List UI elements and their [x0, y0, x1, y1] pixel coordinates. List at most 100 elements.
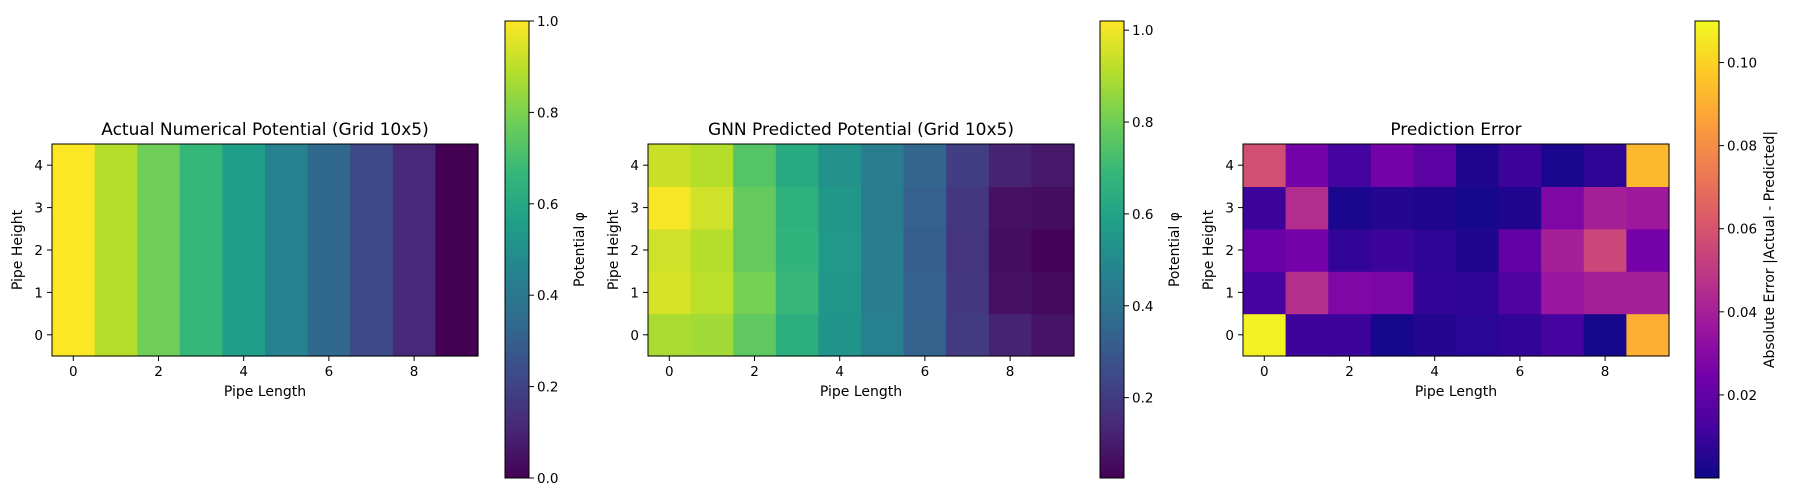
heatmap-cell	[392, 228, 436, 272]
heatmap-cell	[1031, 144, 1075, 187]
heatmap-cell	[265, 144, 309, 187]
prediction-error-panel: Prediction Error 0 2 4 6 8 Pipe Length 0 1 2 3 4 Pip…	[1201, 20, 1778, 479]
heatmap-cell	[775, 228, 819, 272]
heatmap-cell	[1285, 186, 1329, 230]
heatmap-cell	[1285, 144, 1329, 187]
heatmap-cell	[690, 228, 734, 272]
heatmap-cell	[1370, 186, 1414, 230]
heatmap-cell	[1583, 271, 1627, 315]
heatmap-cell	[52, 144, 96, 187]
heatmap-cell	[350, 271, 394, 315]
x-tick-label: 4	[239, 364, 248, 380]
heatmap-cell	[222, 271, 266, 315]
colorbar-tick-label: 0.8	[1132, 115, 1153, 131]
colorbar	[504, 20, 530, 479]
heatmap-cell	[861, 313, 905, 357]
heatmap-cell	[435, 271, 479, 315]
x-axis-label: Pipe Length	[1415, 384, 1497, 400]
heatmap-cell	[946, 228, 990, 272]
x-tick-label: 8	[1006, 364, 1015, 380]
heatmap-cell	[648, 271, 692, 315]
heatmap-cell	[946, 144, 990, 187]
heatmap-cell	[137, 186, 181, 230]
heatmap-cell	[1413, 271, 1457, 315]
x-tick-label: 6	[921, 364, 930, 380]
heatmap-cell	[307, 228, 351, 272]
heatmap-cell	[1456, 313, 1500, 357]
heatmap-cell	[648, 144, 692, 187]
heatmap-cell	[350, 144, 394, 187]
heatmap-cell	[775, 144, 819, 187]
heatmap-cell	[94, 186, 138, 230]
y-tick-label: 0	[630, 328, 639, 344]
heatmap-cell	[1498, 271, 1542, 315]
heatmap-cell	[1583, 144, 1627, 187]
heatmap-cell	[1031, 186, 1075, 230]
heatmap-cell	[137, 144, 181, 187]
y-tick-label: 0	[1225, 328, 1234, 344]
heatmap-cell	[137, 271, 181, 315]
heatmap-cell	[1031, 271, 1075, 315]
heatmap-cell	[1413, 144, 1457, 187]
heatmap-cell	[1541, 186, 1585, 230]
x-tick-label: 4	[1430, 364, 1439, 380]
heatmap-cell	[392, 313, 436, 357]
y-tick-label: 0	[34, 328, 43, 344]
colorbar-tick-label: 1.0	[1132, 23, 1153, 39]
heatmap-cell	[1626, 228, 1670, 272]
heatmap-cell	[179, 313, 223, 357]
heatmap-cell	[1413, 186, 1457, 230]
heatmap-cell	[690, 186, 734, 230]
heatmap-cell	[1285, 271, 1329, 315]
heatmap-cell	[1583, 313, 1627, 357]
heatmap-cell	[988, 228, 1032, 272]
heatmap-cell	[1626, 271, 1670, 315]
heatmap-cell	[1456, 271, 1500, 315]
heatmap-cell	[690, 271, 734, 315]
heatmap-cell	[1498, 186, 1542, 230]
heatmap-cell	[733, 228, 777, 272]
heatmap-cell	[818, 186, 862, 230]
heatmap-cell	[733, 144, 777, 187]
heatmap-cell	[1626, 144, 1670, 187]
heatmap-cell	[1328, 313, 1372, 357]
heatmap-cell	[648, 228, 692, 272]
heatmap-cell	[903, 228, 947, 272]
heatmap-cell	[179, 186, 223, 230]
heatmap-cell	[1285, 228, 1329, 272]
x-tick-label: 8	[410, 364, 419, 380]
heatmap-cell	[818, 228, 862, 272]
x-tick-label: 2	[750, 364, 759, 380]
heatmap-cell	[1541, 228, 1585, 272]
heatmap-cell	[265, 271, 309, 315]
colorbar-tick-label: 0.2	[537, 380, 558, 396]
heatmap-cell	[1243, 313, 1287, 357]
x-tick-label: 8	[1601, 364, 1610, 380]
colorbar-tick-label: 0.08	[1727, 139, 1757, 155]
heatmap-cell	[265, 186, 309, 230]
colorbar-tick-label: 0.6	[537, 197, 558, 213]
heatmap-cell	[137, 313, 181, 357]
x-tick-label: 6	[1516, 364, 1525, 380]
heatmap-cell	[1370, 228, 1414, 272]
heatmap-cell	[1541, 144, 1585, 187]
heatmap-cell	[1626, 313, 1670, 357]
heatmap-cell	[392, 271, 436, 315]
heatmap-cell	[818, 271, 862, 315]
heatmap-cell	[179, 144, 223, 187]
heatmap-cell	[1498, 313, 1542, 357]
y-axis-label: Pipe Height	[1201, 209, 1217, 290]
heatmap-cell	[946, 186, 990, 230]
heatmap-cell	[1583, 228, 1627, 272]
actual-potential-panel: Actual Numerical Potential (Grid 10x5) 0 2…	[10, 14, 588, 487]
y-tick-label: 3	[1225, 201, 1234, 217]
heatmap-cell	[350, 313, 394, 357]
heatmap-cell	[988, 313, 1032, 357]
heatmap-cell	[435, 228, 479, 272]
y-tick-label: 4	[630, 158, 639, 174]
heatmap-cell	[1370, 313, 1414, 357]
heatmap-cell	[435, 313, 479, 357]
heatmap-cell	[179, 271, 223, 315]
heatmap-cell	[392, 144, 436, 187]
y-tick-label: 3	[34, 201, 43, 217]
